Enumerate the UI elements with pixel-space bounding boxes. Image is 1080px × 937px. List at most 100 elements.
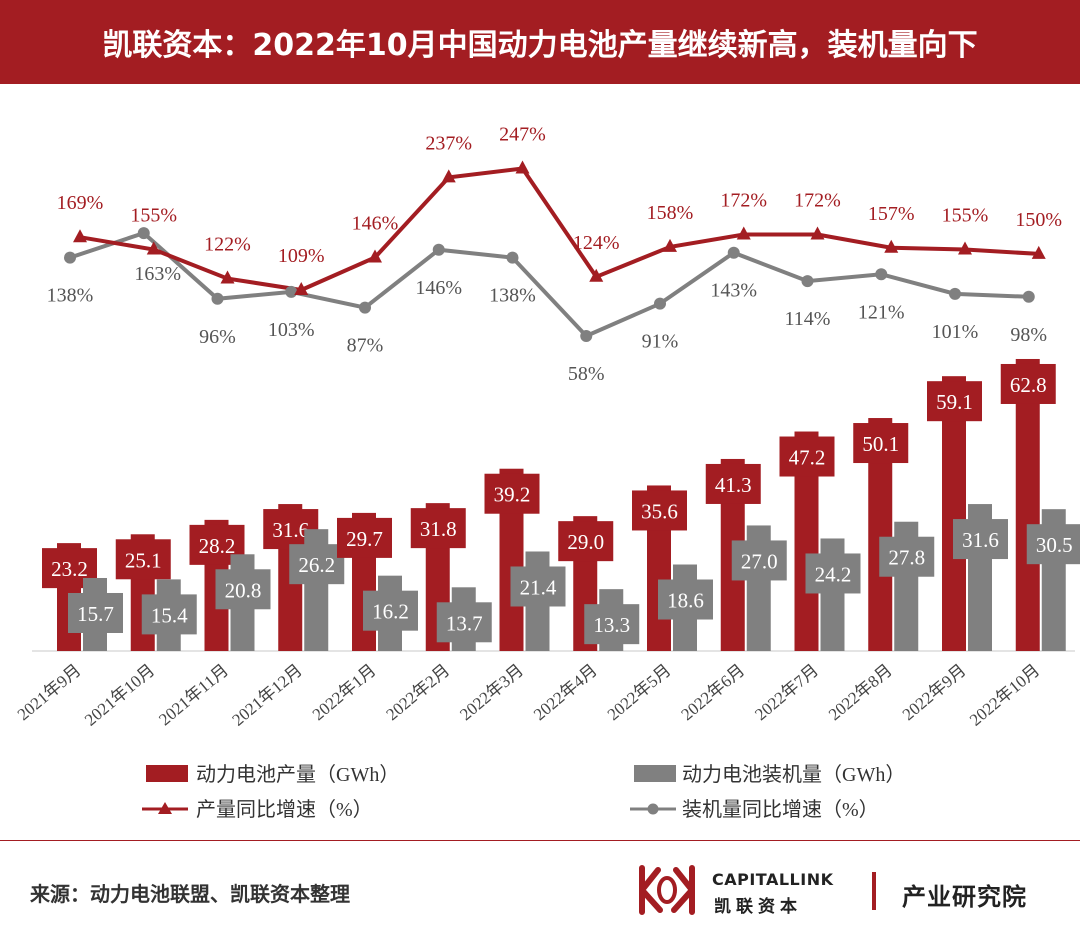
installed-growth-label: 143% [710, 280, 757, 302]
production-growth-label: 172% [794, 190, 841, 212]
installed-bar-label-box [879, 536, 935, 577]
production-growth-point [736, 226, 751, 240]
production-growth-label: 124% [573, 232, 620, 254]
installed-bar-label-box [658, 579, 713, 620]
production-bar-label-box [927, 381, 982, 422]
x-tick-label: 2022年5月 [604, 661, 675, 725]
production-bar [942, 376, 966, 651]
footer-divider [0, 840, 1080, 841]
installed-bar-value: 13.7 [446, 611, 483, 635]
page-title: 凯联资本：2022年10月中国动力电池产量继续新高，装机量向下 [102, 28, 978, 63]
production-growth-point [73, 229, 87, 243]
installed-growth-point [64, 251, 76, 264]
installed-bar-value: 26.2 [298, 553, 335, 577]
production-bar-label-box [853, 423, 909, 464]
installed-growth-label: 103% [268, 319, 315, 341]
brand-separator [872, 872, 876, 910]
production-bar-label-box [705, 463, 761, 504]
production-growth-point [220, 270, 235, 284]
production-growth-label: 158% [647, 202, 694, 224]
production-growth-point [294, 282, 309, 295]
production-growth-label: 155% [130, 205, 177, 227]
production-growth-point [884, 239, 899, 253]
production-growth-point [958, 241, 972, 255]
x-tick-label: 2021年11月 [155, 661, 232, 730]
production-growth-label: 150% [1015, 209, 1062, 231]
production-bar-value: 28.2 [199, 534, 236, 558]
installed-growth-label: 138% [47, 285, 94, 307]
title-banner: 凯联资本：2022年10月中国动力电池产量继续新高，装机量向下 [0, 0, 1080, 84]
production-bar [1015, 358, 1040, 651]
installed-bar-value: 15.4 [151, 603, 188, 627]
installed-bar-value: 13.3 [593, 613, 630, 637]
production-bar-value: 35.6 [641, 499, 678, 523]
installed-growth-point [801, 275, 814, 288]
x-tick-label: 2022年1月 [309, 661, 380, 725]
bar-layer: 23.2 15.7 25.1 15.4 28.2 20.8 31.6 26.2 29.7 16.2… [42, 358, 1080, 651]
x-tick-label: 2022年2月 [383, 661, 454, 725]
capitallink-logo-icon [639, 865, 695, 915]
x-tick-label: 2022年9月 [899, 661, 970, 725]
production-bar-value: 41.3 [715, 473, 752, 497]
production-bar-value: 23.2 [51, 557, 88, 581]
installed-growth-point [727, 246, 740, 259]
legend-triangle-marker [158, 802, 172, 814]
installed-bar-value: 18.6 [667, 589, 704, 613]
production-growth-point [441, 169, 456, 183]
production-bar-value: 39.2 [494, 483, 531, 507]
legend-label-production: 动力电池产量（GWh） [196, 763, 399, 786]
production-bar-label-box [484, 473, 540, 514]
installed-growth-label: 138% [489, 285, 536, 307]
legend-label-installed: 动力电池装机量（GWh） [682, 763, 905, 786]
production-bar-label-box [632, 490, 687, 531]
x-tick-label: 2021年12月 [228, 661, 305, 730]
installed-bar-value: 21.4 [520, 575, 557, 599]
production-growth-label: 155% [942, 205, 989, 227]
installed-bar-value: 30.5 [1036, 533, 1073, 557]
x-tick-label: 2022年3月 [456, 661, 527, 725]
installed-bar-label-box [68, 592, 123, 633]
installed-bar-value: 27.0 [741, 549, 778, 573]
production-bar-value: 29.0 [567, 530, 604, 554]
production-bar-value: 50.1 [862, 432, 899, 456]
installed-growth-label: 114% [785, 308, 831, 330]
installed-growth-point [359, 301, 371, 314]
production-growth-line [79, 166, 1039, 293]
production-bar-value: 25.1 [125, 548, 162, 572]
production-growth-label: 122% [204, 234, 251, 256]
installed-bar-value: 24.2 [815, 562, 852, 586]
production-growth-label: 172% [720, 190, 767, 212]
installed-bar-value: 20.8 [225, 578, 262, 602]
legend-label-production-growth: 产量同比增速（%） [196, 798, 373, 821]
x-tick-label: 2022年10月 [966, 661, 1043, 730]
x-tick-label: 2021年10月 [81, 661, 158, 730]
legend-circle-marker [647, 803, 659, 815]
x-tick-label: 2022年4月 [530, 661, 601, 725]
installed-growth-label: 91% [642, 331, 679, 353]
production-bar-value: 31.6 [272, 518, 309, 542]
line-layer: 169% 155% 122% 109% 146% 237% 247% 124% 158% 172%… [47, 124, 1062, 385]
installed-growth-point [432, 243, 445, 256]
production-bar-value: 62.8 [1010, 373, 1047, 397]
installed-growth-line [69, 230, 1029, 339]
installed-growth-label: 101% [932, 321, 979, 343]
institute-name: 产业研究院 [902, 883, 1027, 911]
installed-growth-point [580, 330, 593, 342]
installed-growth-point [1022, 290, 1035, 303]
production-bar-value: 59.1 [936, 390, 973, 414]
legend: 动力电池产量（GWh） 动力电池装机量（GWh） 产量同比增速（%） 装机量同比… [142, 763, 905, 821]
brand-name-english: CAPITALLINK [712, 870, 834, 889]
production-bar-value: 29.7 [346, 527, 383, 551]
production-growth-point [589, 268, 604, 282]
installed-growth-label: 58% [568, 363, 605, 385]
installed-bar-label-box [510, 566, 566, 607]
production-growth-label: 109% [278, 245, 325, 267]
installed-bar-label-box [215, 569, 271, 610]
x-tick-label: 2022年7月 [751, 661, 822, 725]
installed-bar-label-box [584, 604, 640, 645]
source-note: 来源：动力电池联盟、凯联资本整理 [30, 882, 350, 906]
installed-bar-label-box [363, 590, 418, 631]
installed-bar-label-box [731, 540, 787, 581]
